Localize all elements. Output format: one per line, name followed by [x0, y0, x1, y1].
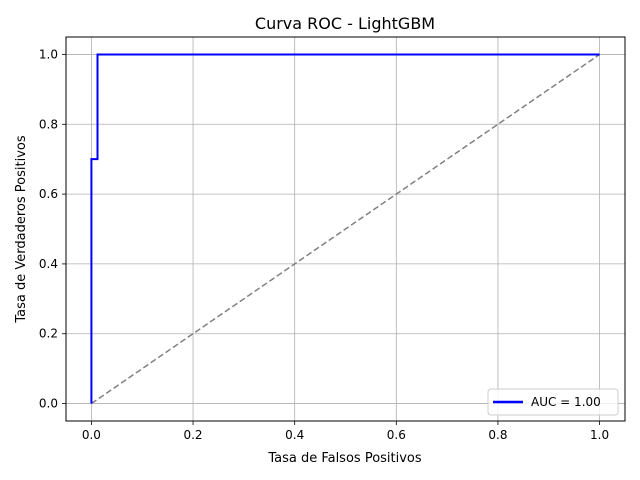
- y-tick-label: 1.0: [39, 47, 58, 61]
- chart-title: Curva ROC - LightGBM: [255, 14, 435, 33]
- x-axis-label: Tasa de Falsos Positivos: [267, 451, 422, 466]
- series-layer: [90, 53, 601, 405]
- y-axis-label: Tasa de Verdaderos Positivos: [14, 135, 29, 323]
- x-tick-label: 0.2: [183, 428, 202, 442]
- y-tick-label: 0.8: [39, 117, 58, 131]
- y-tick-label: 0.4: [39, 257, 58, 271]
- legend: AUC = 1.00: [487, 388, 619, 416]
- axis-ticks: 0.0 0.2 0.4 0.6 0.8 1.0 0.0 0.2 0.4 0.6 0.8 1.0: [39, 47, 609, 442]
- x-tick-label: 0.6: [387, 428, 406, 442]
- grid-lines: [66, 37, 625, 421]
- x-tick-label: 0.8: [488, 428, 507, 442]
- legend-box: [487, 388, 619, 416]
- y-tick-label: 0.0: [39, 397, 58, 411]
- x-tick-label: 0.0: [82, 428, 101, 442]
- y-tick-label: 0.6: [39, 187, 58, 201]
- roc-curve-line: [90, 53, 600, 404]
- plot-frame: [65, 36, 626, 422]
- legend-label-roc: AUC = 1.00: [531, 395, 601, 409]
- x-tick-label: 0.4: [285, 428, 304, 442]
- chance-diagonal-line: [90, 53, 601, 405]
- x-tick-label: 1.0: [590, 428, 609, 442]
- y-tick-label: 0.2: [39, 327, 58, 341]
